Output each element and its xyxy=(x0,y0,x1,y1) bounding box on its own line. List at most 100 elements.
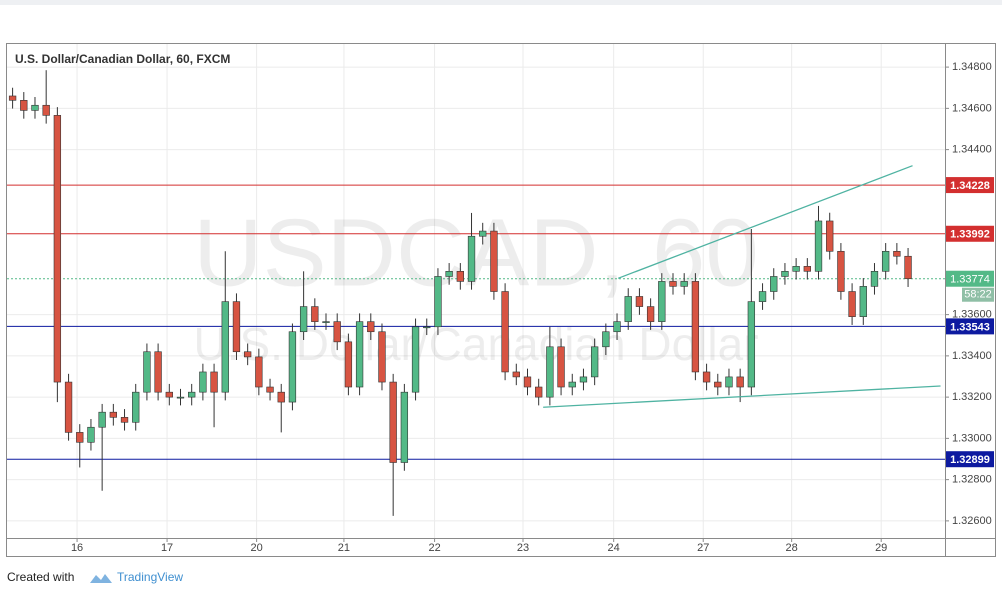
candle-body xyxy=(109,411,117,418)
x-tick-label: 28 xyxy=(786,542,798,554)
candle-body xyxy=(635,296,644,307)
candle-body xyxy=(680,281,688,287)
candle-body xyxy=(837,250,845,292)
candle-body xyxy=(31,104,39,111)
y-tick-label: 1.34800 xyxy=(952,61,992,73)
level-label: 1.33543 xyxy=(950,321,990,333)
candle-body xyxy=(747,301,756,388)
candle-body xyxy=(535,386,543,398)
candle-body xyxy=(646,306,655,322)
candle-body xyxy=(781,271,789,277)
candle-body xyxy=(255,356,263,388)
candle-body xyxy=(714,381,722,388)
x-tick-label: 29 xyxy=(875,542,887,554)
footer-brand[interactable]: TradingView xyxy=(117,570,183,584)
footer-created: Created with xyxy=(7,570,74,584)
candle-body xyxy=(568,381,576,388)
candle-body xyxy=(557,346,565,388)
chart-frame xyxy=(6,43,996,557)
level-label-box xyxy=(946,225,994,242)
candle-body xyxy=(232,301,241,353)
brand-logo xyxy=(90,574,112,583)
candle-body xyxy=(758,291,767,302)
candle-body xyxy=(467,235,476,282)
candle-body xyxy=(590,346,599,378)
countdown-label: 58:22 xyxy=(964,289,992,301)
candle-body xyxy=(199,371,207,393)
candle-body xyxy=(624,296,632,322)
candle-body xyxy=(243,351,252,358)
candle-body xyxy=(266,386,274,393)
y-tick-label: 1.34600 xyxy=(952,102,992,114)
candle-body xyxy=(770,276,778,292)
candle-body xyxy=(870,271,879,287)
trendline xyxy=(617,165,913,279)
candle-body xyxy=(882,250,890,272)
candle-body xyxy=(434,276,442,328)
candle-body xyxy=(792,266,800,272)
x-tick-label: 22 xyxy=(428,542,440,554)
candle-body xyxy=(893,250,901,257)
candle-body xyxy=(904,255,912,280)
y-tick-label: 1.33600 xyxy=(952,309,992,321)
candle-body xyxy=(814,220,823,272)
last-price-box xyxy=(946,270,994,287)
top-strip xyxy=(0,0,1002,5)
candle-body xyxy=(702,371,711,383)
candle-body xyxy=(803,266,811,272)
x-tick-label: 23 xyxy=(517,542,529,554)
candle-body xyxy=(143,351,151,393)
candle-body xyxy=(367,321,375,333)
candle-body xyxy=(176,396,185,399)
trendlines xyxy=(543,165,941,408)
candle-body xyxy=(344,341,353,388)
candle-body xyxy=(355,321,364,388)
candle-body xyxy=(579,376,588,383)
y-tick-label: 1.34400 xyxy=(952,144,992,156)
chart-title: U.S. Dollar/Canadian Dollar, 60, FXCM xyxy=(15,52,230,66)
y-tick-label: 1.33200 xyxy=(952,391,992,403)
candles xyxy=(8,70,912,516)
candle-body xyxy=(501,291,509,373)
candle-body xyxy=(322,321,330,323)
levels xyxy=(7,184,945,460)
candle-body xyxy=(490,230,498,292)
candle-body xyxy=(658,281,666,322)
candle-body xyxy=(859,286,867,317)
y-tick-label: 1.33000 xyxy=(952,432,992,444)
candle-body xyxy=(76,432,84,443)
last-price-label: 1.33774 xyxy=(950,274,990,286)
candle-body xyxy=(826,220,834,252)
candle-body xyxy=(188,391,196,398)
candle-body xyxy=(132,391,140,423)
x-tick-label: 20 xyxy=(250,542,262,554)
candle-body xyxy=(456,271,464,282)
candle-body xyxy=(389,381,397,463)
candle-body xyxy=(512,371,520,378)
candle-body xyxy=(736,376,744,388)
candle-body xyxy=(479,230,487,237)
candle-body xyxy=(669,281,677,287)
candle-body xyxy=(423,326,431,329)
candle-body xyxy=(288,331,297,403)
candle-body xyxy=(8,95,17,101)
candle-body xyxy=(613,321,621,333)
candle-body xyxy=(333,321,341,343)
level-label: 1.34228 xyxy=(950,180,990,192)
candle-body xyxy=(546,346,554,398)
watermark: USDCAD, 60 xyxy=(193,199,759,306)
candle-body xyxy=(299,306,308,333)
candle-body xyxy=(311,306,319,322)
level-label-box xyxy=(946,451,994,468)
candle-body xyxy=(378,331,386,383)
candle-body xyxy=(154,351,162,393)
level-label: 1.33992 xyxy=(950,229,990,241)
y-tick-label: 1.33400 xyxy=(952,350,992,362)
candle-body xyxy=(277,391,285,403)
candle-body xyxy=(725,376,733,388)
level-label-box xyxy=(946,177,994,194)
candle-body xyxy=(445,271,453,277)
candle-body xyxy=(602,331,610,348)
x-tick-label: 24 xyxy=(608,542,620,554)
level-label-box xyxy=(946,318,994,335)
